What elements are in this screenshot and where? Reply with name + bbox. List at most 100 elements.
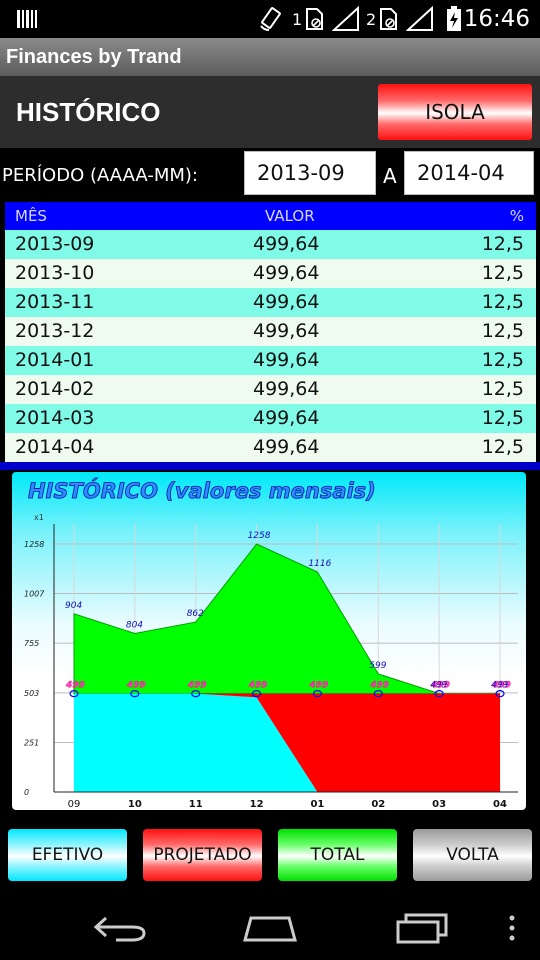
sim-card-icon [304,0,324,38]
projetado-point [191,690,201,698]
overflow-menu-icon[interactable] [500,896,524,960]
projetado-point [312,690,323,698]
cell-mes: 2013-09 [15,233,95,255]
total-data-label: 1258 [248,531,271,541]
total-button[interactable]: TOTAL [278,829,397,881]
table-row[interactable]: 2013-09 499,64 12,5 [5,230,536,259]
barcode-icon [16,0,38,38]
projetado-point [373,690,383,698]
table-row[interactable]: 2013-11 499,64 12,5 [5,288,536,317]
back-icon[interactable] [88,896,152,960]
projetado-data-label: 499 [308,681,328,691]
cell-mes: 2014-01 [15,349,95,371]
cell-valor: 499,64 [253,407,320,429]
period-from-field[interactable]: 2013-09 [244,151,376,195]
cell-valor: 499,64 [253,262,320,284]
projetado-data-label: 499 [430,681,450,691]
column-header-valor: VALOR [265,207,315,225]
chart-title: HISTÓRICO (valores mensais) [28,478,376,503]
navigation-bar [0,896,540,960]
x-tick-label: 11 [189,799,203,810]
projetado-data-label: 499 [126,681,146,691]
chart-svg: HISTÓRICO (valores mensais) x1 0 251 503 755 1… [24,478,518,810]
cell-pct: 12,5 [481,233,524,255]
cell-pct: 12,5 [481,407,524,429]
period-row: PERÍODO (AAAA-MM): 2013-09 A 2014-04 [0,148,540,202]
status-bar: 1 2 16:46 [0,0,540,38]
cell-mes: 2014-04 [15,436,95,458]
battery-charging-icon [446,0,462,38]
table-row[interactable]: 2014-04 499,64 12,5 [5,433,536,462]
table-bottom-divider [0,462,540,470]
y-tick-label: 503 [24,689,39,698]
y-tick-label: 1258 [24,540,44,549]
column-header-pct: % [509,207,524,225]
projetado-point [495,690,505,698]
period-label: PERÍODO (AAAA-MM): [2,165,198,186]
rotation-icon [258,0,284,38]
projetado-point [434,690,444,698]
total-data-label: 804 [126,621,143,631]
signal-icon [406,0,434,38]
cell-valor: 499,64 [253,320,320,342]
home-icon[interactable] [238,896,302,960]
x-tick-label: 10 [128,799,142,810]
cell-valor: 499,64 [253,349,320,371]
cell-mes: 2014-03 [15,407,95,429]
table-row[interactable]: 2013-12 499,64 12,5 [5,317,536,346]
recents-icon[interactable] [390,896,454,960]
table-row[interactable]: 2013-10 499,64 12,5 [5,259,536,288]
history-table: MÊS VALOR % 2013-09 499,64 12,5 2013-10 … [5,202,536,462]
volta-button[interactable]: VOLTA [413,829,532,881]
area-projetado [74,693,500,792]
total-data-label: 904 [65,601,82,611]
total-data-label: 599 [369,661,386,671]
page-title: HISTÓRICO [16,97,161,127]
projetado-data-label: 499 [65,681,85,691]
period-to-field[interactable]: 2014-04 [404,151,534,195]
x-tick-label: 09 [68,799,81,810]
y-tick-label: 251 [24,739,39,748]
header: HISTÓRICO ISOLA [0,76,540,148]
y-tick-label: 755 [24,639,39,648]
cell-mes: 2013-10 [15,262,95,284]
table-header: MÊS VALOR % [5,202,536,230]
table-row[interactable]: 2014-03 499,64 12,5 [5,404,536,433]
sim-card-icon [378,0,398,38]
signal-icon [332,0,360,38]
projetado-button[interactable]: PROJETADO [143,829,262,881]
projetado-data-label: 499 [187,681,207,691]
y-multiplier-label: x1 [34,513,44,522]
table-row[interactable]: 2014-01 499,64 12,5 [5,346,536,375]
x-tick-label: 12 [250,799,264,810]
x-tick-label: 04 [493,799,507,810]
x-tick-label: 02 [371,799,385,810]
isola-button[interactable]: ISOLA [378,84,532,140]
cell-valor: 499,64 [253,291,320,313]
projetado-data-label: 499 [491,681,511,691]
clock: 16:46 [463,6,530,32]
total-data-label: 862 [187,609,204,619]
projetado-point [130,690,140,698]
efetivo-button[interactable]: EFETIVO [8,829,127,881]
total-data-label: 499 [430,681,447,691]
sim2-label: 2 [366,9,377,29]
period-separator: A [383,164,397,188]
cell-mes: 2013-11 [15,291,95,313]
cell-valor: 499,64 [253,233,320,255]
cell-pct: 12,5 [481,291,524,313]
cell-valor: 499,64 [253,378,320,400]
projetado-point [251,690,262,698]
cell-pct: 12,5 [481,378,524,400]
projetado-data-label: 499 [369,681,389,691]
app-title: Finances by Trand [0,38,540,76]
history-chart: HISTÓRICO (valores mensais) x1 0 251 503 755 1… [12,472,526,810]
column-header-mes: MÊS [15,207,47,225]
projetado-data-label: 499 [248,681,268,691]
cell-pct: 12,5 [481,349,524,371]
table-row[interactable]: 2014-02 499,64 12,5 [5,375,536,404]
total-data-label: 1116 [308,559,331,569]
cell-pct: 12,5 [481,262,524,284]
x-tick-label: 01 [310,799,324,810]
total-data-label: 499 [491,681,508,691]
